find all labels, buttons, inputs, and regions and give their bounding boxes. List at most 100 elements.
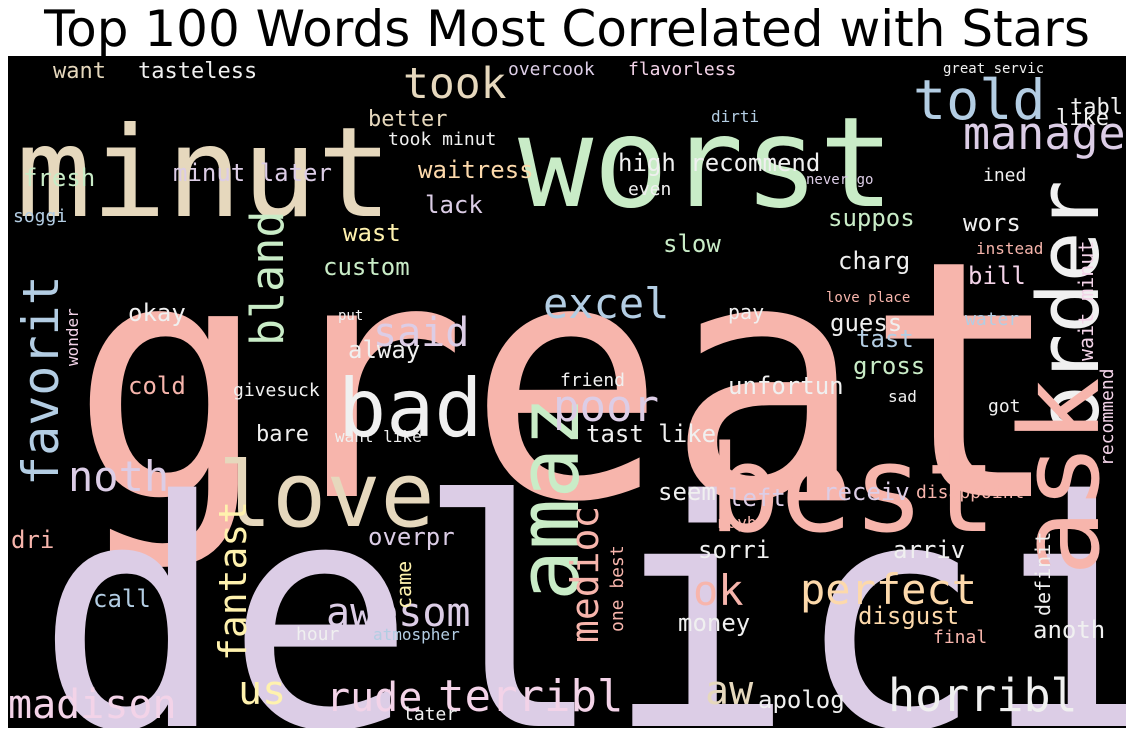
word-great: great — [70, 190, 1063, 574]
word-overcook: overcook — [508, 59, 595, 80]
word-one-best: one best — [607, 545, 628, 632]
word-told: told — [913, 68, 1045, 132]
word-wast: wast — [343, 219, 401, 247]
word-order: order — [1020, 180, 1119, 436]
word-ined: ined — [983, 165, 1026, 186]
word-hour: hour — [296, 624, 340, 645]
word-apolog: apolog — [758, 686, 845, 714]
word-givesuck: givesuck — [233, 380, 320, 401]
word-took: took — [403, 59, 507, 109]
word-tabl: tabl — [1070, 95, 1123, 120]
word-gross: gross — [853, 352, 925, 380]
word-fresh: fresh — [23, 164, 95, 192]
word-excel: excel — [543, 279, 669, 328]
word-disappoint: disappoint — [916, 482, 1024, 503]
word-poor: poor — [553, 381, 659, 432]
word-mediocr: mediocr — [563, 483, 607, 643]
word-delici: delici — [36, 435, 1126, 728]
word-put: put — [338, 308, 363, 324]
word-water: water — [965, 309, 1019, 330]
word-high-recommend: high recommend — [618, 149, 820, 177]
word-arriv: arriv — [893, 536, 965, 564]
word-unfortun: unfortun — [728, 372, 844, 400]
word-said: said — [373, 310, 469, 356]
word-favorit: favorit — [12, 275, 70, 486]
word-anoth: anoth — [1033, 616, 1105, 644]
word-pay: pay — [728, 300, 764, 324]
word-guess: guess — [830, 309, 902, 337]
word-bare: bare — [256, 422, 309, 447]
word-ask: ask — [996, 377, 1124, 576]
word-lack: lack — [425, 191, 483, 219]
word-tast-like: tast like — [586, 420, 716, 448]
word-custom: custom — [323, 253, 410, 281]
word-even: even — [628, 179, 671, 200]
word-wors: wors — [963, 209, 1021, 237]
word-bad: bad — [338, 362, 483, 455]
word-love-place: love place — [826, 290, 910, 306]
chart-title: Top 100 Words Most Correlated with Stars — [44, 0, 1090, 58]
word-never-go: never go — [806, 172, 873, 188]
word-amaz: amaz — [500, 396, 599, 601]
word-cold: cold — [128, 372, 186, 400]
word-atmospher: atmospher — [373, 625, 460, 644]
word-great-servic: great servic — [943, 61, 1044, 77]
word-ok: ok — [693, 566, 744, 615]
word-tasteless: tasteless — [138, 59, 257, 84]
word-noth: noth — [68, 452, 169, 501]
word-managed: managed — [963, 107, 1126, 160]
word-wonder: wonder — [63, 308, 82, 366]
word-want: want — [53, 59, 106, 84]
word-like: like — [1056, 106, 1109, 131]
word-waitress: waitress — [418, 156, 534, 184]
word-call: call — [93, 585, 151, 613]
word-dirti: dirti — [711, 107, 759, 126]
word-us: us — [238, 668, 286, 714]
word-came: came — [392, 561, 416, 609]
word-bill: bill — [968, 262, 1026, 290]
word-recommend: recommend — [1097, 368, 1118, 466]
word-mayb: mayb — [718, 513, 757, 532]
word-suppos: suppos — [828, 204, 915, 232]
word-minut: minut — [16, 101, 392, 246]
word-soggi: soggi — [13, 206, 67, 227]
word-friend: friend — [560, 370, 625, 391]
word-sad: sad — [888, 387, 917, 406]
word-best: best — [708, 421, 997, 560]
word-charg: charg — [838, 247, 910, 275]
word-worst: worst — [518, 91, 894, 236]
word-flavorless: flavorless — [628, 59, 736, 80]
word-tast: tast — [856, 325, 914, 353]
word-alway: alway — [348, 336, 420, 364]
word-rude: rude — [326, 675, 422, 721]
word-horribl: horribl — [888, 669, 1078, 722]
word-final: final — [933, 627, 987, 648]
word-slow: slow — [663, 230, 721, 258]
word-bland: bland — [241, 211, 294, 346]
word-got: got — [988, 396, 1021, 417]
word-later: later — [403, 704, 457, 725]
word-wait-minut: wait minut — [1074, 241, 1098, 361]
word-love: love — [218, 443, 435, 548]
word-disgust: disgust — [858, 602, 959, 630]
word-cloud-panel: great delici minut worst best love bad order ask… — [8, 56, 1126, 728]
word-perfect: perfect — [800, 565, 977, 614]
word-seem: seem — [658, 478, 716, 506]
word-dri: dri — [11, 526, 54, 554]
word-okay: okay — [128, 299, 186, 327]
word-minut-later: minut later — [173, 159, 332, 187]
word-want-like: want like — [335, 427, 422, 446]
word-madison: madison — [8, 682, 177, 728]
word-fantast: fantast — [211, 501, 255, 661]
word-overpr: overpr — [368, 523, 455, 551]
word-sorri: sorri — [698, 536, 770, 564]
word-money: money — [678, 609, 750, 637]
word-left: left — [728, 484, 786, 512]
word-better: better — [368, 107, 447, 132]
word-awesom: awesom — [326, 590, 471, 636]
word-instead: instead — [976, 239, 1043, 258]
word-aw: aw — [705, 668, 754, 714]
word-definit: definit — [1031, 532, 1055, 616]
word-terribl: terribl — [438, 671, 623, 722]
word-took-minut: took minut — [388, 129, 496, 150]
